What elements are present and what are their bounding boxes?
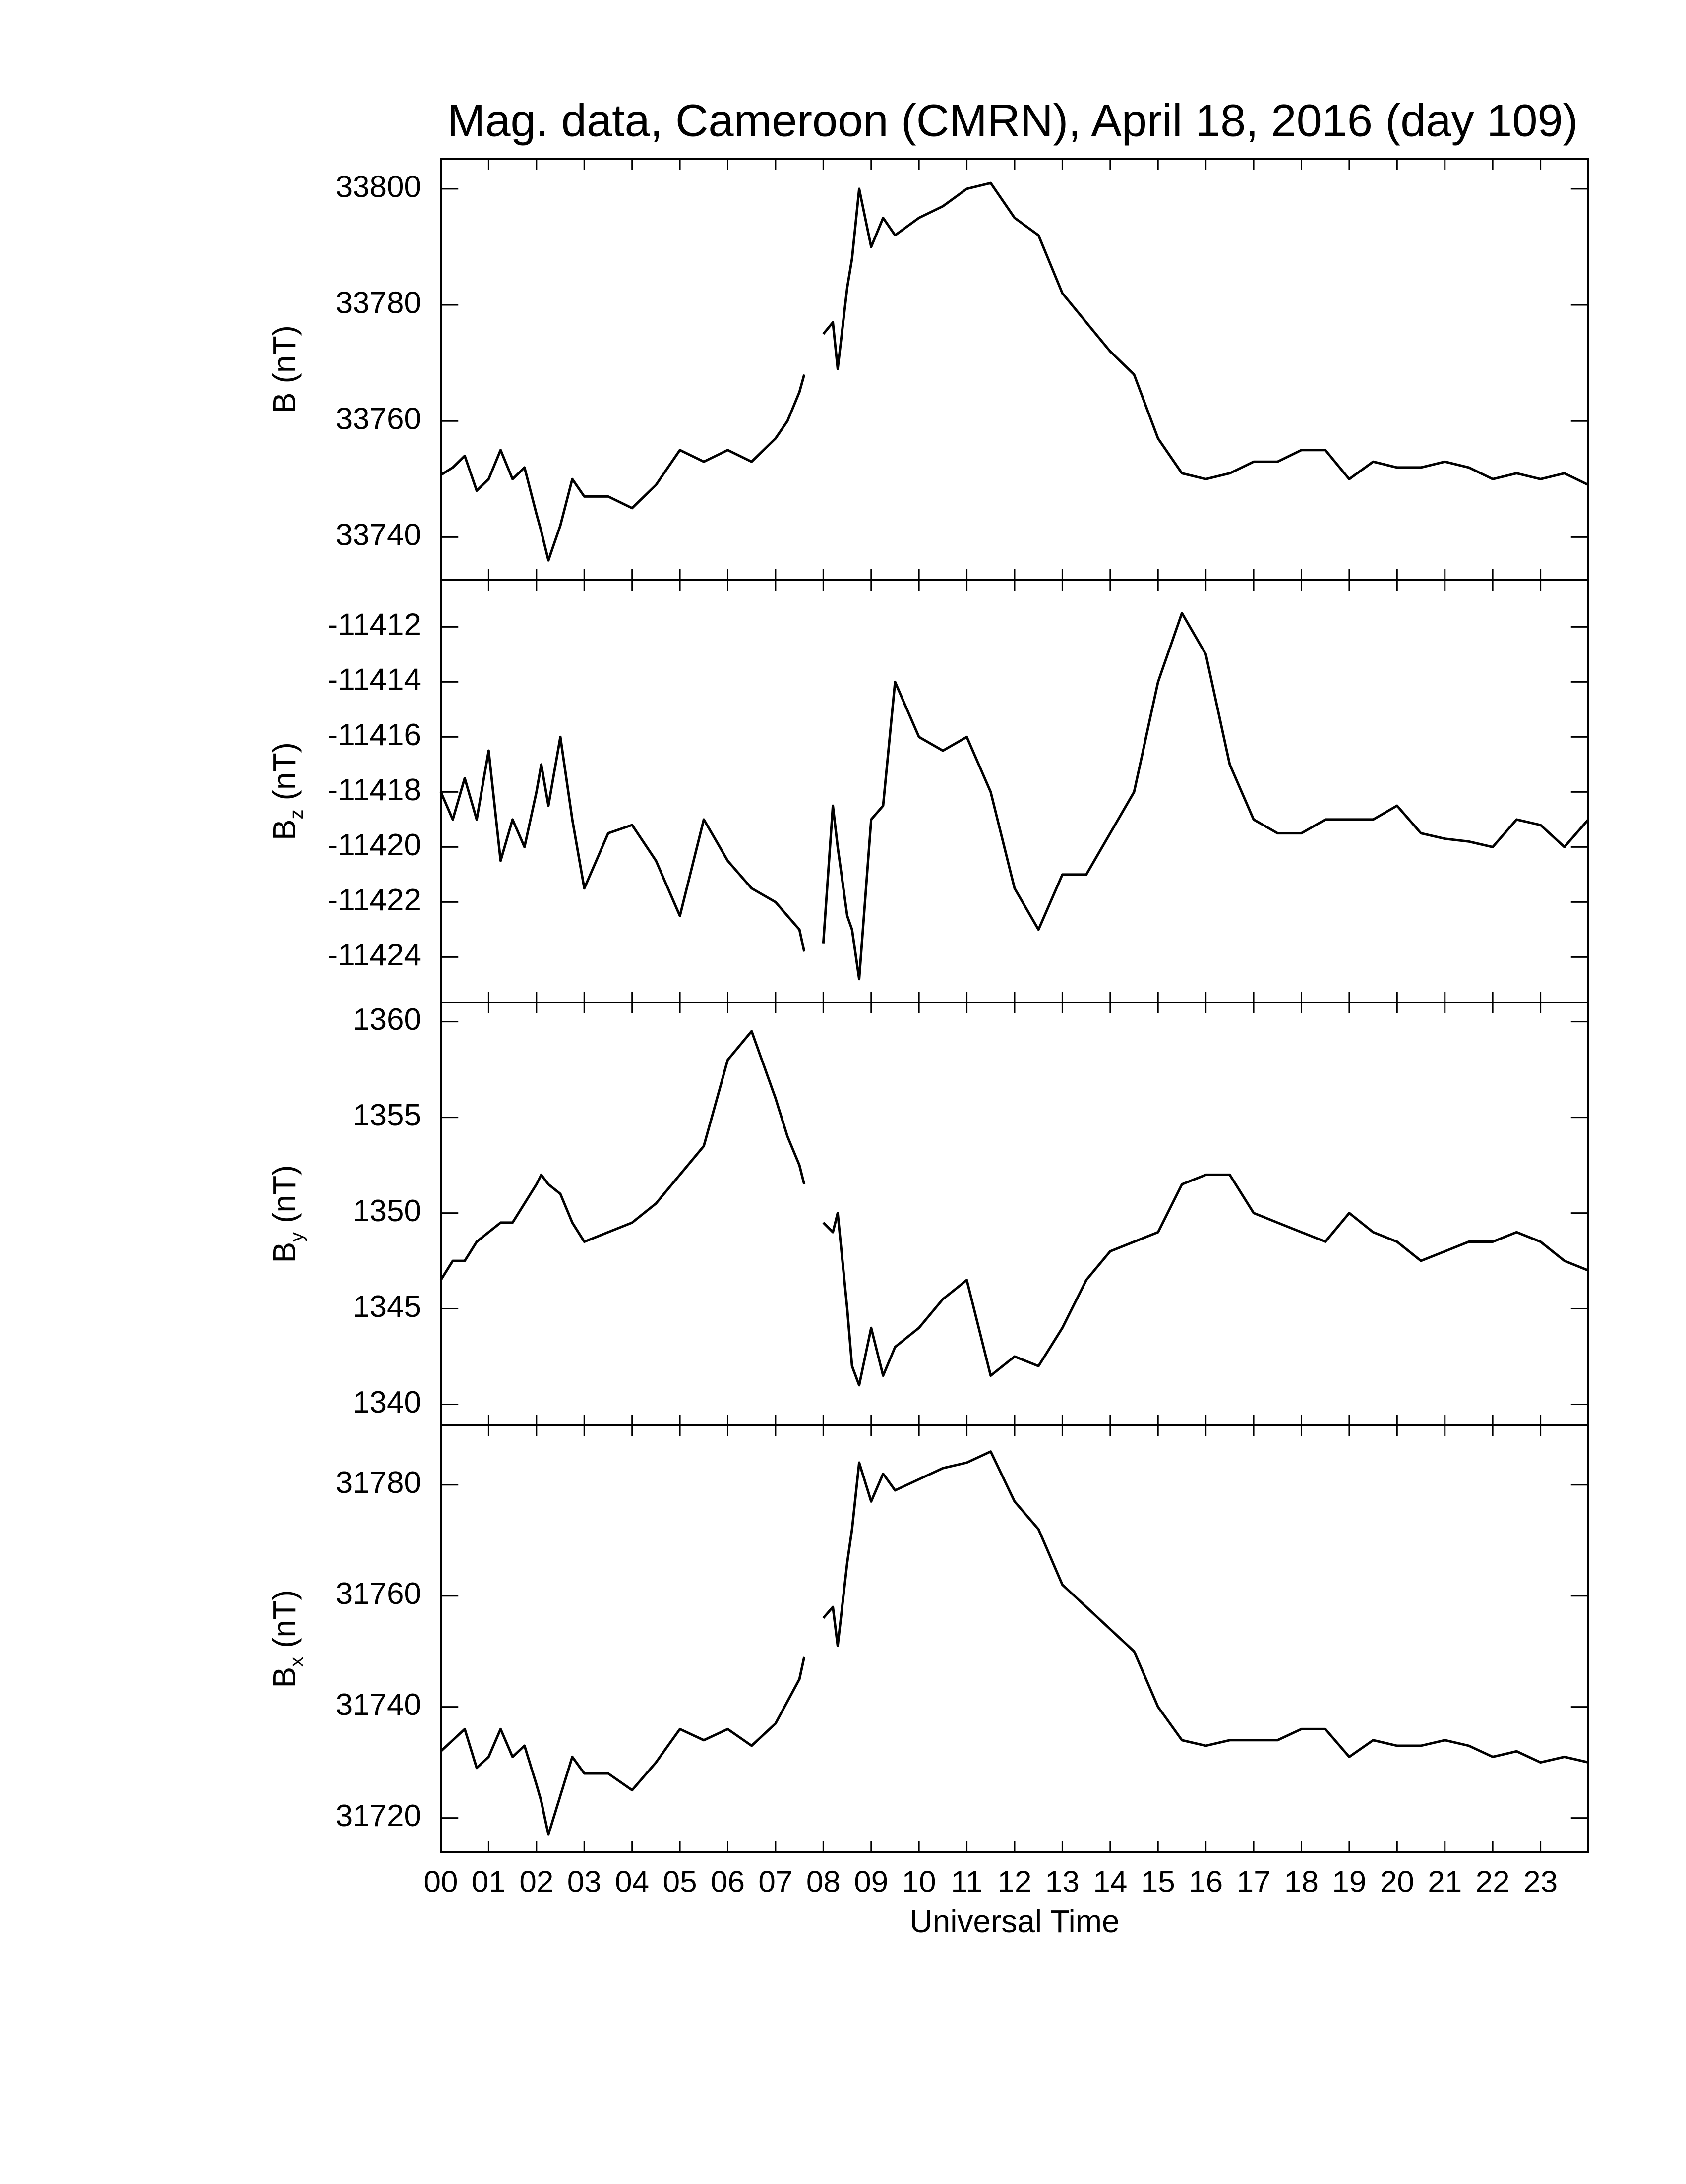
y-tick-label: -11420 [328,828,421,862]
plot-frame [440,158,1589,581]
y-label-subscript: x [286,1657,307,1667]
y-label-subscript: z [286,809,307,819]
x-tick-label: 10 [902,1865,936,1899]
data-line [440,181,1589,562]
y-tick-label: 31720 [336,1799,421,1833]
x-tick-label: 00 [424,1865,458,1899]
data-line [439,1030,1589,1387]
x-tick-label: 16 [1189,1865,1223,1899]
x-tick-label: 13 [1045,1865,1080,1899]
y-tick-label: -11414 [328,663,421,697]
y-tick-label: 31760 [336,1577,421,1611]
y-label-symbol: B [266,1667,302,1688]
y-tick-label: -11416 [328,718,421,752]
y-tick-label: 31780 [336,1466,421,1500]
plot-frame [440,1002,1589,1426]
x-tick-label: 14 [1093,1865,1127,1899]
x-tick-label: 15 [1141,1865,1175,1899]
x-tick-label: 04 [615,1865,649,1899]
x-tick-label: 07 [758,1865,792,1899]
y-label-unit: (nT) [266,742,302,800]
y-label-subscript: y [286,1232,307,1242]
x-axis-label: Universal Time [909,1903,1119,1939]
chart-title: Mag. data, Cameroon (CMRN), April 18, 20… [447,95,1578,146]
y-axis-label: Bx (nT) [266,1590,307,1688]
y-tick-label: 33760 [336,402,421,436]
x-tick-label: 12 [998,1865,1032,1899]
y-label-unit: (nT) [266,1165,302,1223]
x-tick-label: 09 [854,1865,888,1899]
plot-frame [440,1424,1589,1853]
x-tick-label: 21 [1428,1865,1462,1899]
y-tick-label: 1340 [353,1385,421,1419]
y-tick-label: 33800 [336,170,421,204]
x-tick-label: 22 [1476,1865,1510,1899]
y-tick-label: -11412 [328,608,421,642]
y-tick-label: 31740 [336,1688,421,1722]
y-tick-label: 1360 [353,1003,421,1037]
data-line [439,612,1589,981]
y-label-symbol: B [266,819,302,840]
y-axis-label: By (nT) [266,1165,307,1263]
x-tick-label: 06 [711,1865,745,1899]
x-tick-label: 01 [472,1865,506,1899]
x-tick-label: 02 [519,1865,553,1899]
y-tick-label: 33780 [336,286,421,320]
y-tick-label: -11418 [328,773,421,807]
x-tick-label: 18 [1284,1865,1319,1899]
y-axis-label: B (nT) [266,325,302,413]
x-tick-label: 08 [806,1865,841,1899]
y-label-unit: (nT) [266,1590,302,1648]
y-tick-label: -11422 [328,883,421,917]
x-tick-label: 17 [1237,1865,1271,1899]
x-tick-label: 23 [1523,1865,1558,1899]
y-axis-label: Bz (nT) [266,742,307,840]
x-tick-label: 20 [1380,1865,1414,1899]
x-tick-label: 11 [951,1865,982,1899]
data-line [440,1450,1589,1836]
x-tick-label: 03 [567,1865,602,1899]
x-tick-label: 19 [1332,1865,1366,1899]
y-tick-label: 33740 [336,518,421,552]
y-label-unit: (nT) [266,325,302,383]
y-tick-label: 1355 [353,1098,421,1132]
y-tick-label: -11424 [328,938,421,972]
y-tick-label: 1345 [353,1290,421,1324]
y-label-symbol: B [266,1242,302,1263]
y-label-symbol: B [266,392,302,413]
plot-frame [440,579,1589,1003]
x-tick-label: 05 [663,1865,697,1899]
y-tick-label: 1350 [353,1194,421,1228]
